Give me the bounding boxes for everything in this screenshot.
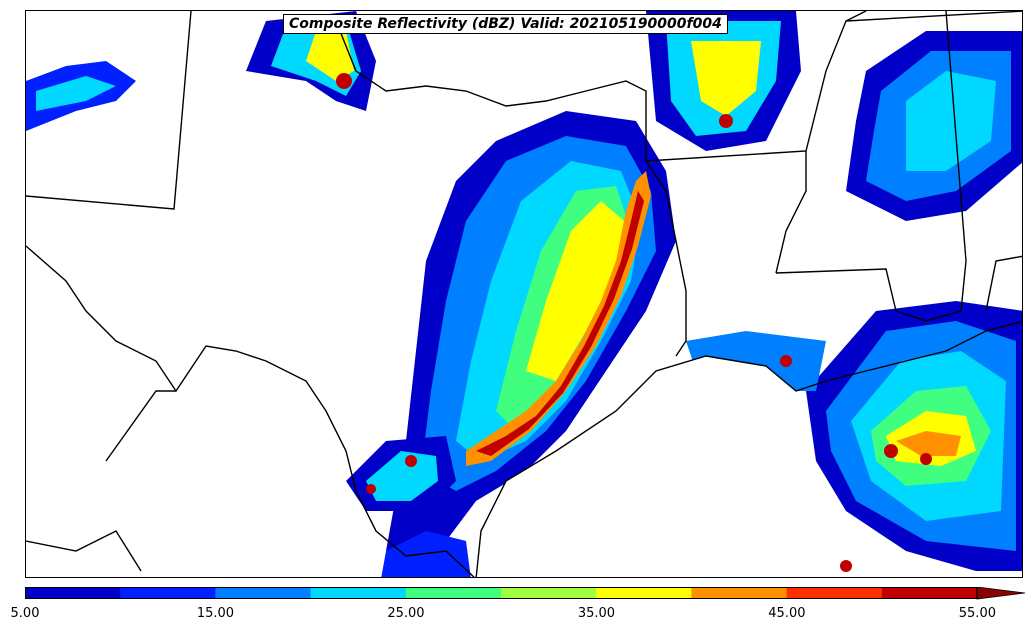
colorbar-tick-label: 15.00 (196, 606, 235, 621)
colorbar-outline (25, 587, 977, 599)
colorbar-segment (405, 587, 502, 599)
map-canvas (26, 11, 1022, 577)
colorbar-segment (786, 587, 883, 599)
colorbar (25, 587, 1026, 600)
colorbar-tick-label: 45.00 (768, 606, 806, 621)
map-title: Composite Reflectivity (dBZ) Valid: 2021… (283, 14, 728, 34)
colorbar-tick-label: 55.00 (958, 606, 996, 621)
reflectivity-main-line (386, 111, 676, 551)
colorbar-segment (310, 587, 407, 599)
colorbar-tick-label: 5.00 (10, 606, 40, 621)
reflectivity-south-cells (346, 436, 471, 577)
colorbar-segment (596, 587, 692, 599)
reflectivity-north-cells (246, 11, 801, 151)
colorbar-tick-label: 35.00 (577, 606, 616, 621)
reflectivity-east-cells (26, 31, 1022, 221)
colorbar-segment (25, 587, 121, 599)
colorbar-segment (215, 587, 312, 599)
colorbar-segment (691, 587, 788, 599)
colorbar-segment (120, 587, 216, 599)
reflectivity-southeast-cells (686, 301, 1022, 572)
state-borders (26, 11, 1022, 577)
colorbar-extend-arrow (976, 587, 1026, 600)
colorbar-tick-label: 25.00 (387, 606, 425, 621)
radar-map (25, 10, 1023, 578)
colorbar-segment (501, 587, 597, 599)
colorbar-segment (881, 587, 978, 599)
